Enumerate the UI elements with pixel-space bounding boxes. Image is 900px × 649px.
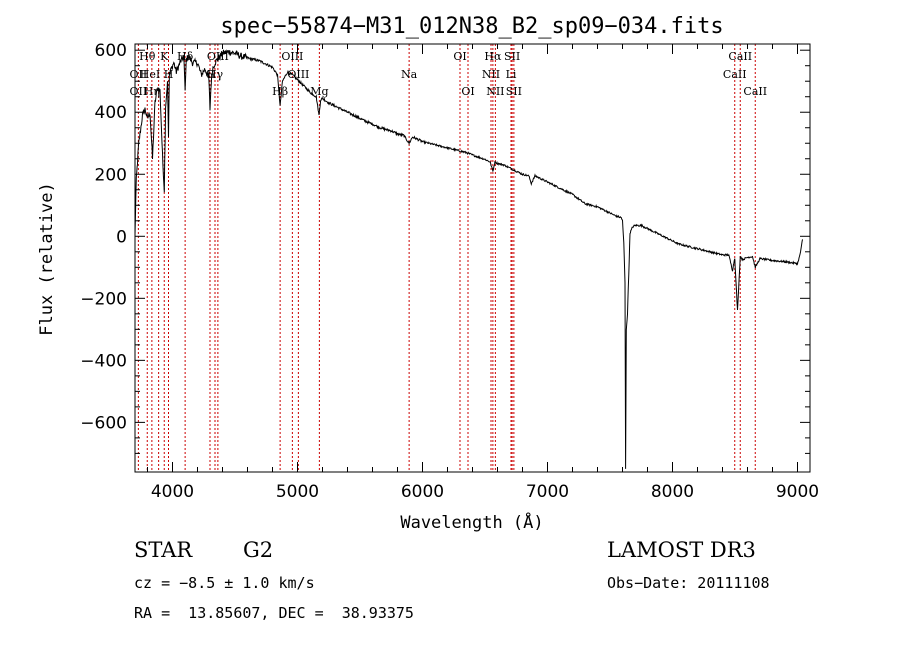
y-tick-label: 400	[95, 103, 127, 123]
spectral-line-label: Hα	[484, 50, 502, 63]
spectral-line-label: SII	[504, 50, 520, 63]
y-tick-label: 0	[116, 227, 127, 247]
spectral-line-label: NII	[482, 68, 500, 81]
y-tick-label: 600	[95, 41, 127, 61]
x-axis-label: Wavelength (Å)	[400, 511, 543, 533]
spectral-line-label: Hβ	[272, 85, 288, 98]
y-tick-label: −200	[80, 289, 127, 309]
spectral-line-label: Na	[401, 68, 418, 81]
spectral-line-label: G	[206, 68, 215, 81]
x-tick-label: 6000	[401, 482, 444, 502]
spectral-line-label: Hθ	[139, 50, 156, 63]
spectral-line-label: CaII	[728, 50, 752, 63]
spectral-line-label: OI	[453, 50, 466, 63]
spectral-line-label: OI	[461, 85, 474, 98]
spectral-line-label: Mg	[310, 85, 328, 98]
spectral-line-markers	[137, 44, 756, 472]
y-tick-label: −600	[80, 413, 127, 433]
object-class: STAR	[134, 538, 193, 562]
spectral-line-label: SII	[506, 85, 522, 98]
spectral-line-label: CaII	[723, 68, 747, 81]
y-tick-label: −400	[80, 351, 127, 371]
plot-frame	[134, 43, 811, 473]
spectral-line-label: OIII	[207, 50, 229, 63]
spectral-line-label: OIII	[287, 68, 309, 81]
spectral-line-label: K	[160, 50, 169, 63]
x-tick-label: 4000	[151, 482, 194, 502]
spectral-line-label: NII	[486, 85, 504, 98]
plot-area	[134, 49, 803, 469]
obs-date: Obs−Date: 20111108	[607, 574, 770, 592]
redshift-readout: cz = −8.5 ± 1.0 km/s	[134, 574, 315, 592]
axes: 4000 5000 6000 7000 8000 9000 −600 −400 −200 0 200…	[80, 41, 819, 502]
spectral-line-label: Hγ	[207, 68, 224, 81]
object-subclass: G2	[243, 538, 274, 562]
x-tick-label: 8000	[651, 482, 694, 502]
y-axis-label: Flux (relative)	[37, 182, 57, 336]
spectral-line-label: OIII	[281, 50, 303, 63]
chart-title: spec−55874−M31_012N38_B2_sp09−034.fits	[220, 14, 723, 39]
spectrum-line	[134, 49, 803, 469]
spectral-line-label: H	[164, 68, 174, 81]
spectral-line-label: Hη	[144, 85, 160, 98]
spectral-line-label: Li	[506, 68, 517, 81]
x-tick-label: 5000	[276, 482, 319, 502]
spectral-line-label: OII	[130, 85, 148, 98]
y-tick-label: 200	[95, 165, 127, 185]
x-tick-label: 7000	[526, 482, 569, 502]
survey-name: LAMOST DR3	[607, 538, 756, 562]
x-tick-label: 9000	[776, 482, 819, 502]
coordinates: RA = 13.85607, DEC = 38.93375	[134, 604, 414, 622]
spectral-line-label: OII	[130, 68, 148, 81]
spectral-line-labels: HθOIIHeIOIIHηKHHδGOIIIHγHβOIIIOIIIMgNaOI…	[130, 50, 768, 98]
spectral-line-label: Hδ	[177, 50, 194, 63]
spectral-line-label: CaII	[743, 85, 767, 98]
spectral-line-label: HeI	[140, 68, 160, 81]
